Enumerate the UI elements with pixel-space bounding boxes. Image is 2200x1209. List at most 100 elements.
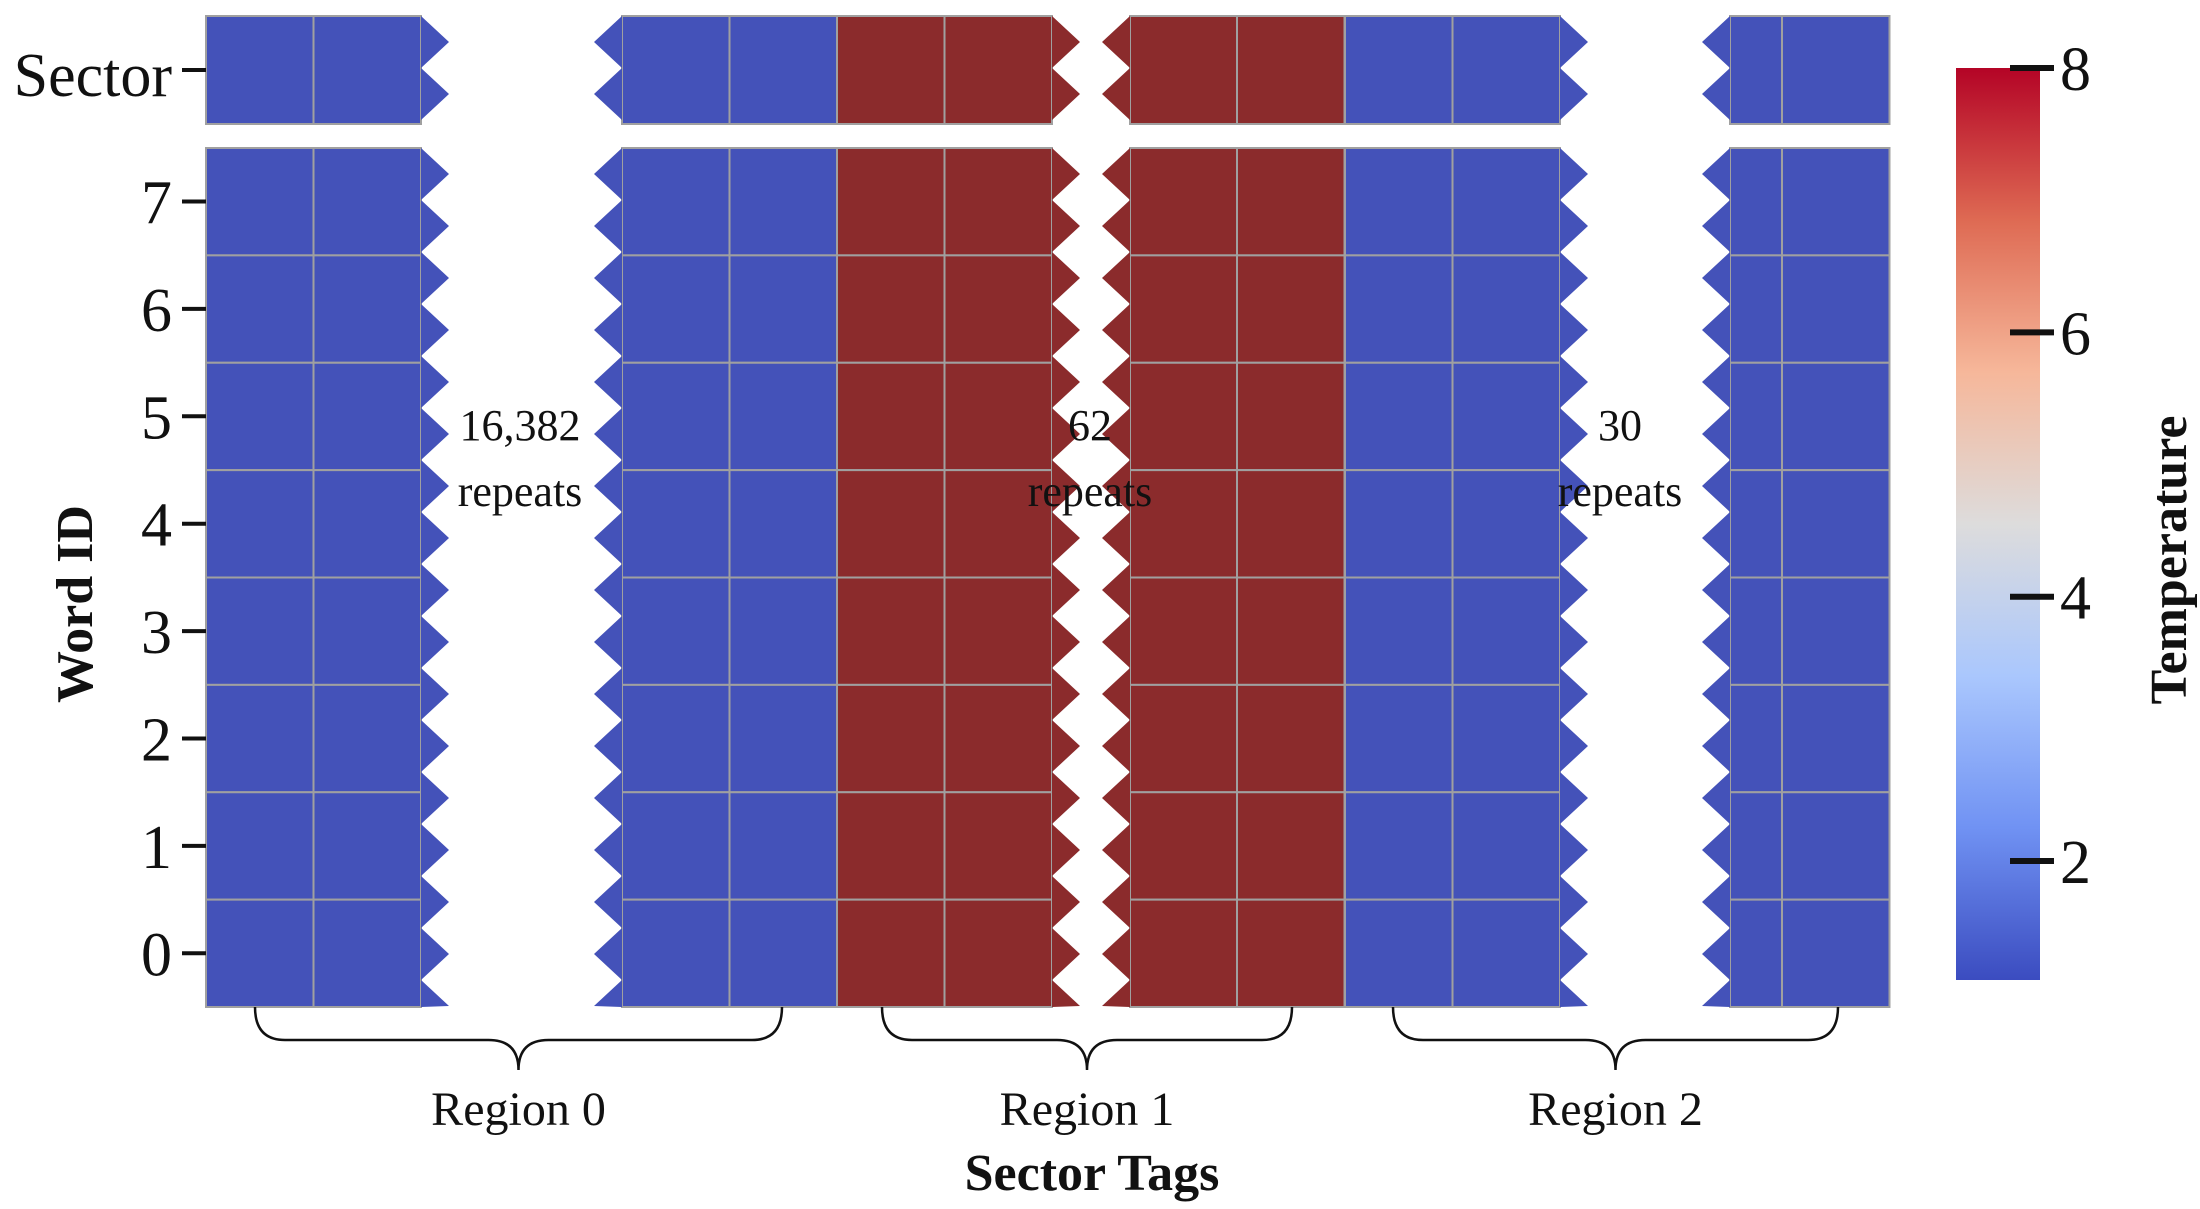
heatmap-cell bbox=[1129, 576, 1239, 686]
heatmap-cell bbox=[1781, 791, 1891, 901]
heatmap-cell bbox=[312, 147, 422, 257]
y-tick-label: 6 bbox=[141, 277, 172, 345]
heatmap-cell bbox=[836, 576, 946, 686]
y-tick-label: 0 bbox=[141, 921, 172, 989]
repeats-label: 30 bbox=[1598, 401, 1642, 450]
heatmap-cell bbox=[943, 576, 1053, 686]
sector-cell bbox=[943, 15, 1053, 125]
heatmap-cell bbox=[1129, 147, 1239, 257]
heatmap-cell bbox=[312, 683, 422, 794]
sector-zigzag-edge bbox=[1102, 16, 1130, 124]
heatmap-cell bbox=[1451, 147, 1561, 257]
repeats-label: repeats bbox=[1028, 467, 1153, 516]
region-layer: Region 0 Region 1 Region 2 bbox=[253, 1006, 1840, 1136]
heatmap-cell bbox=[1344, 361, 1454, 472]
heatmap-cell bbox=[205, 361, 315, 472]
heatmap-cell bbox=[1781, 683, 1891, 794]
region-brace bbox=[880, 1006, 1294, 1071]
heatmap-cell bbox=[943, 791, 1053, 901]
heatmap-cell bbox=[1236, 898, 1346, 1008]
y-tick-label: 3 bbox=[141, 599, 172, 667]
y-tick-label: 1 bbox=[141, 814, 172, 882]
heatmap-cell bbox=[943, 361, 1053, 472]
region-label: Region 1 bbox=[1000, 1083, 1175, 1136]
heatmap-cell bbox=[728, 361, 838, 472]
sector-cell bbox=[1344, 15, 1454, 125]
heatmap-cell bbox=[205, 576, 315, 686]
heatmap-zigzag-edge bbox=[1052, 148, 1080, 1007]
heatmap-cell bbox=[1781, 576, 1891, 686]
repeat-label-layer: 16,382 repeats 62 repeats 30 repeats bbox=[458, 401, 1683, 516]
heatmap-zigzag-edge bbox=[1702, 148, 1730, 1007]
heatmap-cell bbox=[312, 361, 422, 472]
y-axis-title: Word ID bbox=[47, 505, 104, 703]
sector-row-label: Sector bbox=[14, 42, 173, 110]
heatmap-cell bbox=[728, 898, 838, 1008]
sector-zigzag-edge bbox=[1052, 16, 1080, 124]
heatmap-cell bbox=[621, 469, 731, 579]
heatmap-cell bbox=[1344, 254, 1454, 364]
heatmap-cell bbox=[205, 147, 315, 257]
heatmap-cell bbox=[1781, 147, 1891, 257]
heatmap-cell bbox=[728, 469, 838, 579]
heatmap-cell bbox=[836, 254, 946, 364]
heatmap-cell bbox=[621, 683, 731, 794]
colorbar-tick-label: 2 bbox=[2060, 829, 2091, 897]
heatmap-cell bbox=[728, 576, 838, 686]
heatmap-cell bbox=[1129, 361, 1239, 472]
heatmap-cell bbox=[1451, 791, 1561, 901]
heatmap-cell bbox=[728, 147, 838, 257]
sector-cell bbox=[205, 15, 315, 125]
heatmap-cell bbox=[943, 683, 1053, 794]
sector-cell bbox=[1236, 15, 1346, 125]
colorbar-tick-label: 4 bbox=[2060, 565, 2091, 633]
heatmap-cell bbox=[1236, 683, 1346, 794]
y-tick-label: 2 bbox=[141, 707, 172, 775]
heatmap-cell bbox=[1451, 361, 1561, 472]
heatmap-cell bbox=[836, 898, 946, 1008]
sector-cell bbox=[728, 15, 838, 125]
colorbar-tick-label: 6 bbox=[2060, 300, 2091, 368]
sector-cell bbox=[1781, 15, 1891, 125]
heatmap-cell bbox=[728, 254, 838, 364]
heatmap-cell bbox=[621, 254, 731, 364]
sector-cell bbox=[1129, 15, 1239, 125]
sector-zigzag-edge bbox=[421, 16, 449, 124]
y-tick-layer: 0 1 2 3 4 5 6 7 bbox=[141, 68, 206, 989]
y-tick-label: 5 bbox=[141, 384, 172, 452]
heatmap-cell bbox=[1129, 898, 1239, 1008]
heatmap-cell bbox=[1781, 361, 1891, 472]
heatmap-cell bbox=[1344, 147, 1454, 257]
y-tick-label: 4 bbox=[141, 492, 172, 560]
heatmap-cell bbox=[205, 898, 315, 1008]
heatmap-cell bbox=[728, 791, 838, 901]
heatmap-cell bbox=[205, 254, 315, 364]
sector-cell bbox=[836, 15, 946, 125]
sector-zigzag-edge bbox=[1560, 16, 1588, 124]
heatmap-cell bbox=[728, 683, 838, 794]
repeats-label: 16,382 bbox=[460, 401, 581, 450]
sector-zigzag-edge bbox=[1702, 16, 1730, 124]
colorbar: 2 4 6 8 bbox=[1956, 36, 2091, 980]
heatmap-cell bbox=[621, 147, 731, 257]
heatmap-cell bbox=[943, 898, 1053, 1008]
heatmap-layer bbox=[205, 15, 1891, 1008]
heatmap-cell bbox=[1129, 683, 1239, 794]
heatmap-cell bbox=[312, 254, 422, 364]
region-label: Region 2 bbox=[1528, 1083, 1703, 1136]
repeats-label: 62 bbox=[1068, 401, 1112, 450]
heatmap-cell bbox=[1781, 898, 1891, 1008]
heatmap-cell bbox=[1236, 791, 1346, 901]
heatmap-cell bbox=[205, 791, 315, 901]
heatmap-zigzag-edge bbox=[1560, 148, 1588, 1007]
heatmap-cell bbox=[312, 898, 422, 1008]
heatmap-cell bbox=[1451, 469, 1561, 579]
heatmap-zigzag-edge bbox=[421, 148, 449, 1007]
heatmap-cell bbox=[1236, 254, 1346, 364]
heatmap-cell bbox=[1344, 683, 1454, 794]
heatmap-cell bbox=[1344, 469, 1454, 579]
colorbar-tick-label: 8 bbox=[2060, 36, 2091, 104]
heatmap-cell bbox=[621, 361, 731, 472]
heatmap-cell bbox=[1781, 469, 1891, 579]
